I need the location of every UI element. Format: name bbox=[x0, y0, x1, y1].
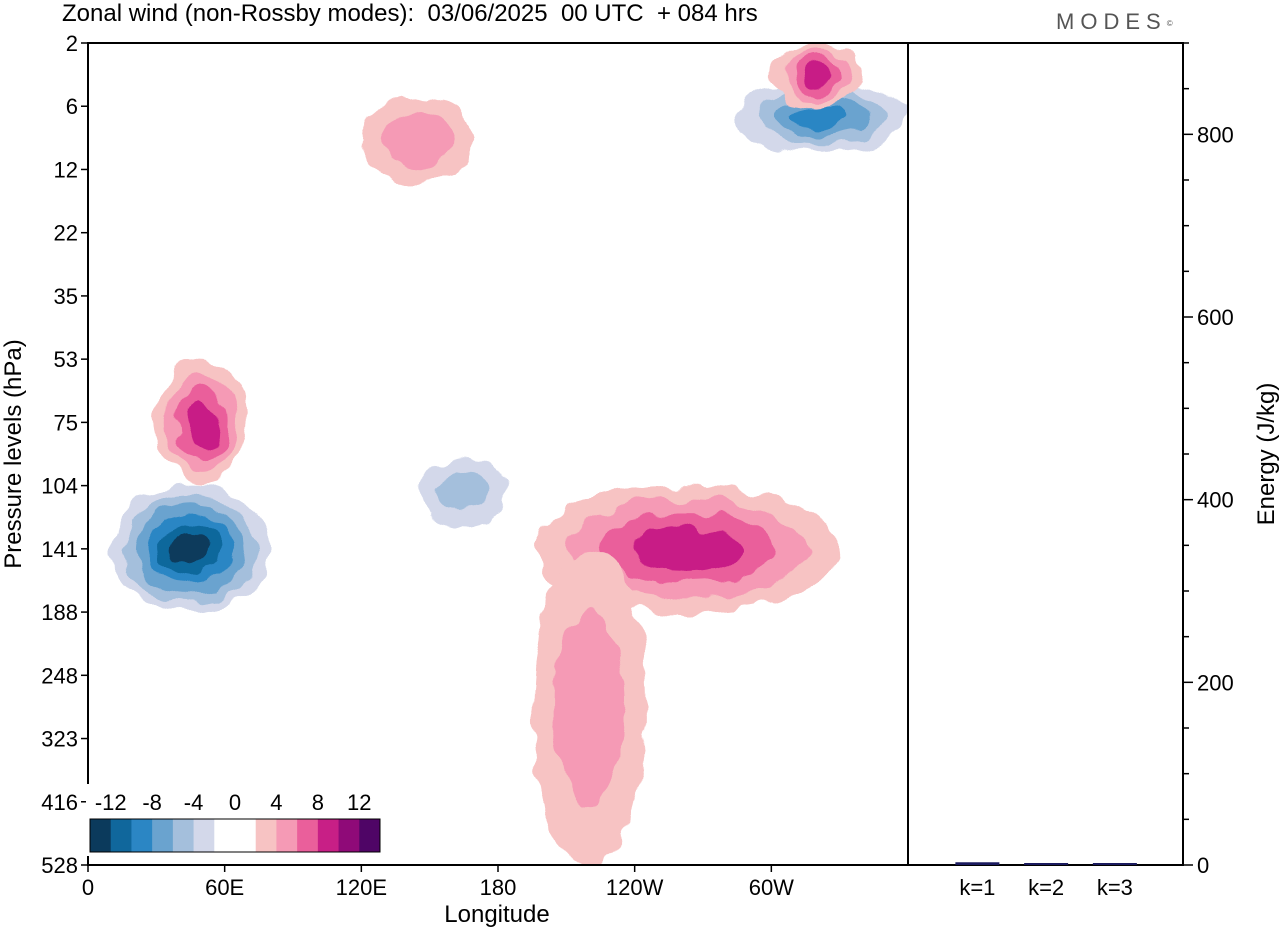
x-axis-label: Longitude bbox=[444, 901, 549, 928]
colorbar-swatch bbox=[338, 819, 360, 852]
energy-tick-label: 400 bbox=[1197, 488, 1234, 513]
colorbar-swatch bbox=[90, 819, 112, 852]
modes-logo: MODES© bbox=[1056, 8, 1173, 36]
colorbar-swatch bbox=[317, 819, 340, 852]
colorbar-label: 0 bbox=[229, 790, 241, 815]
colorbar-swatch bbox=[297, 819, 319, 852]
y-tick-label: 104 bbox=[41, 474, 78, 499]
colorbar-swatch bbox=[235, 819, 257, 852]
x-tick-label: 180 bbox=[480, 875, 517, 900]
y-tick-label: 188 bbox=[41, 600, 78, 625]
heatmap-contour-band bbox=[801, 63, 833, 86]
y-tick-label: 53 bbox=[54, 347, 78, 372]
colorbar-swatch bbox=[255, 819, 277, 852]
energy-tick-label: 0 bbox=[1197, 853, 1209, 878]
energy-bar-label: k=2 bbox=[1028, 875, 1064, 900]
energy-tick-label: 200 bbox=[1197, 670, 1234, 695]
x-tick-label: 60W bbox=[749, 875, 794, 900]
logo-text: MODES bbox=[1056, 9, 1167, 34]
colorbar-swatch bbox=[214, 819, 236, 852]
y-tick-label: 35 bbox=[54, 284, 78, 309]
heatmap-contour-band bbox=[186, 400, 218, 445]
energy-axis-label: Energy (J/kg) bbox=[1253, 383, 1280, 526]
x-tick-label: 0 bbox=[82, 875, 94, 900]
x-tick-label: 120E bbox=[336, 875, 387, 900]
energy-bar bbox=[1024, 863, 1069, 865]
y-tick-label: 75 bbox=[54, 410, 78, 435]
heatmap-contour-band bbox=[792, 105, 853, 131]
colorbar-swatch bbox=[172, 819, 195, 852]
colorbar-swatch bbox=[276, 819, 298, 852]
energy-tick-label: 600 bbox=[1197, 305, 1234, 330]
heatmap-feature bbox=[156, 359, 248, 486]
y-axis-label: Pressure levels (hPa) bbox=[0, 339, 27, 568]
x-tick-label: 120W bbox=[606, 875, 664, 900]
colorbar: -12 -8 -4 0 4 8 12 bbox=[86, 784, 384, 856]
heatmap-contour-band bbox=[632, 526, 740, 571]
energy-tick-label: 800 bbox=[1197, 122, 1234, 147]
y-tick-label: 22 bbox=[54, 221, 78, 246]
heatmap-contour-band bbox=[554, 609, 625, 805]
energy-bar-label: k=3 bbox=[1097, 875, 1133, 900]
energy-bar bbox=[1092, 863, 1137, 865]
colorbar-label: -12 bbox=[95, 790, 127, 815]
colorbar-label: 4 bbox=[270, 790, 282, 815]
y-tick-label: 323 bbox=[41, 727, 78, 752]
y-tick-label: 528 bbox=[41, 853, 78, 878]
colorbar-swatch bbox=[110, 819, 132, 852]
heatmap-contour-band bbox=[435, 470, 492, 512]
y-tick-label: 2 bbox=[66, 31, 78, 56]
heatmap-feature bbox=[110, 485, 271, 613]
heatmap-feature bbox=[771, 43, 863, 107]
energy-frame bbox=[907, 42, 1184, 866]
colorbar-swatch bbox=[193, 819, 215, 852]
y-tick-label: 416 bbox=[41, 790, 78, 815]
colorbar-label: 12 bbox=[347, 790, 371, 815]
heatmap-feature bbox=[418, 457, 510, 524]
heatmap-feature bbox=[361, 95, 476, 186]
heatmap-feature bbox=[532, 548, 647, 865]
y-tick-label: 141 bbox=[41, 537, 78, 562]
colorbar-label: -8 bbox=[142, 790, 162, 815]
y-tick-label: 6 bbox=[66, 94, 78, 119]
energy-bar-label: k=1 bbox=[959, 875, 995, 900]
chart-axes: 0 60E 120E 180 120W 60W 2 6 12 22 35 53 75 104 141 188 2… bbox=[41, 31, 1233, 900]
energy-bar bbox=[955, 862, 1000, 865]
colorbar-swatch bbox=[359, 819, 381, 852]
heatmap-feature bbox=[737, 82, 908, 153]
heatmap-contour-band bbox=[383, 113, 454, 169]
chart-title: Zonal wind (non-Rossby modes): 03/06/202… bbox=[62, 0, 758, 27]
heatmap-contour-band bbox=[171, 533, 210, 565]
energy-bars: k=1 k=2 k=3 bbox=[955, 862, 1137, 900]
logo-mark: © bbox=[1166, 19, 1173, 28]
colorbar-label: 8 bbox=[312, 790, 324, 815]
colorbar-label: -4 bbox=[184, 790, 204, 815]
colorbar-swatch bbox=[131, 819, 153, 852]
colorbar-border bbox=[89, 818, 381, 853]
heatmap-field bbox=[110, 43, 908, 865]
y-tick-label: 248 bbox=[41, 663, 78, 688]
colorbar-swatch bbox=[152, 819, 174, 852]
x-tick-label: 60E bbox=[205, 875, 244, 900]
y-tick-label: 12 bbox=[54, 157, 78, 182]
